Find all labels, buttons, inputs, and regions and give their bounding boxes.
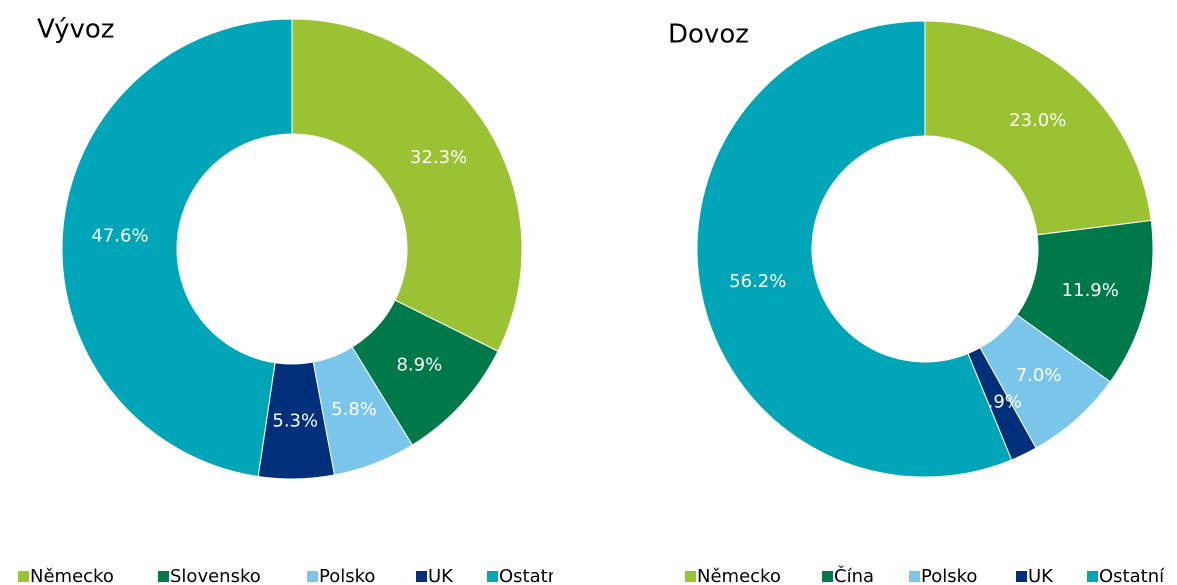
legend-label: Německo [30,566,114,585]
data-label: 32.3% [410,147,467,168]
chart-title: Dovoz [668,20,749,50]
slice [61,18,293,478]
data-label: 56.2% [729,271,786,292]
legend-label: Slovensko [170,566,261,585]
legend-label: Německo [697,566,781,585]
slice [291,18,523,352]
legend-label: Ostatní [1099,566,1165,585]
legend-label: Polsko [319,566,375,585]
legend-swatch [822,571,833,582]
legend-swatch [909,571,920,582]
legend-swatch [307,571,318,582]
legend-swatch [18,571,29,582]
data-label: 5.3% [272,410,318,431]
data-label: 8.9% [396,354,442,375]
slice [924,20,1152,236]
legend-swatch [416,571,427,582]
legend-label: Čína [834,565,874,585]
chart: Vývoz 32.3% 8.9% 5.8% 5.3% 47.6% Německo Sloven… [18,15,553,585]
data-label: 7.0% [1016,365,1062,386]
legend-label: UK [428,566,454,585]
chart-title: Vývoz [37,15,114,45]
legend-label: UK [1028,566,1054,585]
legend-label: Polsko [921,566,977,585]
data-label: 5.8% [331,399,377,420]
slice [696,20,1013,478]
legend-swatch [487,571,498,582]
data-label: 11.9% [1062,280,1119,301]
legend-swatch [1016,571,1027,582]
data-label: 23.0% [1009,110,1066,131]
legend-swatch [685,571,696,582]
legend-label: Ostatní [499,566,553,585]
data-label: 47.6% [91,225,148,246]
legend-swatch [158,571,169,582]
legend-swatch [1087,571,1098,582]
